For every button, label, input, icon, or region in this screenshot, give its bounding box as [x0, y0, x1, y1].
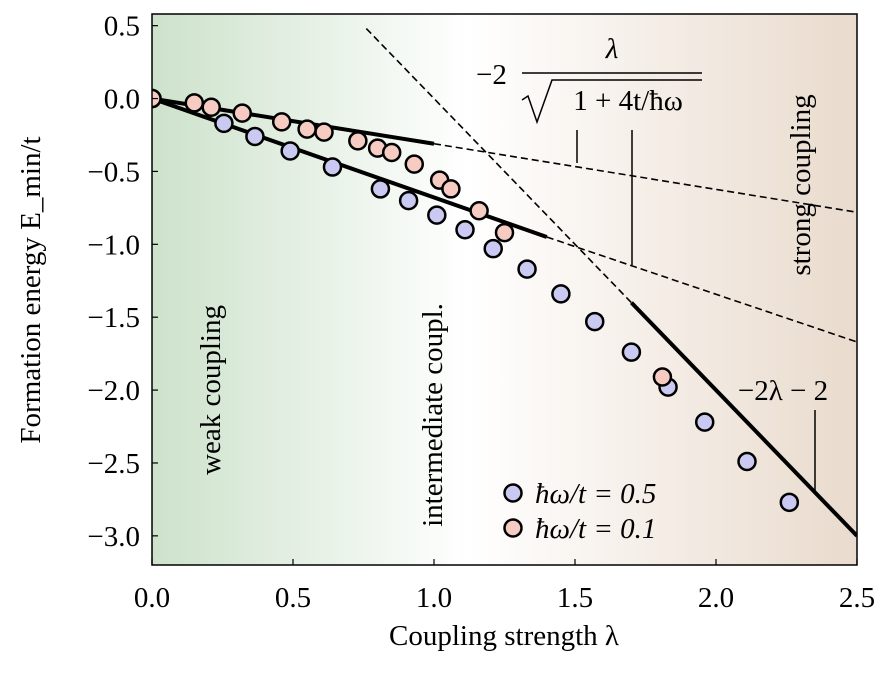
data-point	[517, 259, 537, 279]
data-point	[584, 311, 605, 332]
data-point	[621, 342, 642, 362]
y-axis-label: Formation energy E_min/t	[15, 136, 47, 443]
x-tick-label: 1.5	[557, 582, 593, 614]
data-point	[214, 113, 234, 134]
x-tick-label: 0.5	[275, 582, 311, 614]
y-tick-label: 0.0	[104, 84, 140, 116]
data-point	[694, 412, 715, 432]
data-point	[404, 154, 425, 174]
y-tick-label: −0.5	[87, 156, 140, 188]
legend-marker	[503, 518, 523, 538]
data-point	[551, 284, 571, 304]
data-point	[381, 142, 402, 163]
data-point	[271, 112, 292, 132]
y-tick-label: −2.5	[87, 448, 140, 480]
data-point	[398, 190, 419, 211]
region-label: strong coupling	[785, 94, 817, 275]
data-point	[652, 367, 673, 387]
x-tick-label: 1.0	[416, 582, 452, 614]
data-point	[348, 131, 368, 151]
data-point	[494, 222, 515, 243]
reference-line	[629, 301, 857, 538]
x-tick-label: 0.0	[134, 582, 170, 614]
formula-prefix: −2	[476, 59, 507, 91]
legend-marker	[503, 483, 523, 503]
formula-strong: −2λ − 2	[738, 375, 828, 407]
plot-frame	[151, 13, 858, 566]
formula-numerator: λ	[605, 33, 619, 65]
data-point	[779, 492, 800, 513]
data-point	[370, 179, 391, 199]
reference-line	[365, 28, 632, 304]
data-point	[322, 157, 343, 177]
formula-denominator: 1 + 4t/ħω	[573, 85, 683, 117]
data-point	[455, 219, 475, 240]
plot-background	[152, 14, 857, 565]
legend-label: ħω/t = 0.5	[535, 478, 656, 510]
region-label: intermediate coupl.	[417, 303, 449, 527]
legend-label: ħω/t = 0.1	[535, 513, 656, 545]
data-point	[441, 179, 461, 199]
sqrt-sign	[521, 79, 702, 125]
y-tick-label: −1.5	[87, 302, 140, 334]
y-tick-label: −2.0	[87, 375, 140, 407]
data-point	[314, 122, 334, 142]
data-point	[297, 119, 317, 139]
data-point	[427, 205, 447, 225]
y-tick-label: −3.0	[87, 521, 140, 553]
data-point	[245, 126, 265, 147]
data-point	[232, 103, 252, 123]
y-tick-label: −1.0	[87, 229, 140, 261]
region-label: weak coupling	[195, 305, 227, 475]
x-tick-label: 2.5	[839, 582, 875, 614]
data-point	[280, 141, 300, 161]
data-point	[483, 238, 503, 259]
x-tick-label: 2.0	[698, 582, 734, 614]
reference-line	[433, 142, 857, 214]
data-point	[469, 201, 489, 221]
y-tick-label: 0.5	[104, 11, 140, 43]
data-point	[184, 93, 205, 113]
x-axis-label: Coupling strength λ	[389, 620, 619, 652]
data-point	[737, 451, 757, 472]
data-point	[201, 97, 221, 118]
